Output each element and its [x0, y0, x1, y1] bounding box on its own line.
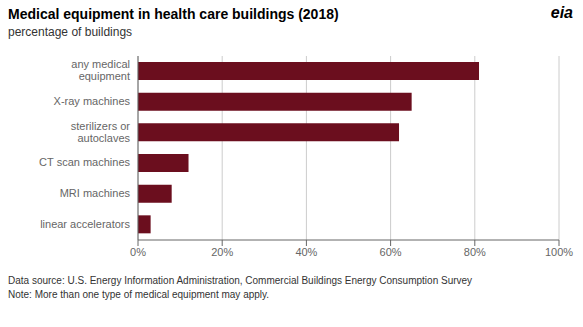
- svg-text:MRI machines: MRI machines: [60, 187, 131, 199]
- svg-text:0%: 0%: [130, 246, 146, 258]
- html-text:Medical equipment in health ca: Medical equipment in health care buildin…: [8, 6, 339, 22]
- svg-text:sterilizers orautoclaves: sterilizers orautoclaves: [71, 120, 131, 144]
- svg-text:80%: 80%: [464, 246, 486, 258]
- svg-text:40%: 40%: [295, 246, 317, 258]
- svg-text:any medicalequipment: any medicalequipment: [71, 58, 130, 82]
- html-text:percentage of buildings: percentage of buildings: [8, 25, 133, 39]
- svg-text:CT scan machines: CT scan machines: [39, 156, 130, 168]
- html-text:Note: More than one type of me: Note: More than one type of medical equi…: [8, 289, 270, 300]
- svg-text:X-ray machines: X-ray machines: [54, 95, 131, 107]
- html-text:eia: eia: [550, 4, 573, 21]
- svg-text:linear accelerators: linear accelerators: [40, 218, 130, 230]
- svg-text:100%: 100%: [545, 246, 573, 258]
- svg-text:60%: 60%: [380, 246, 402, 258]
- html-text:Data source: U.S. Energy Infor: Data source: U.S. Energy Information Adm…: [8, 275, 473, 286]
- svg-text:20%: 20%: [211, 246, 233, 258]
